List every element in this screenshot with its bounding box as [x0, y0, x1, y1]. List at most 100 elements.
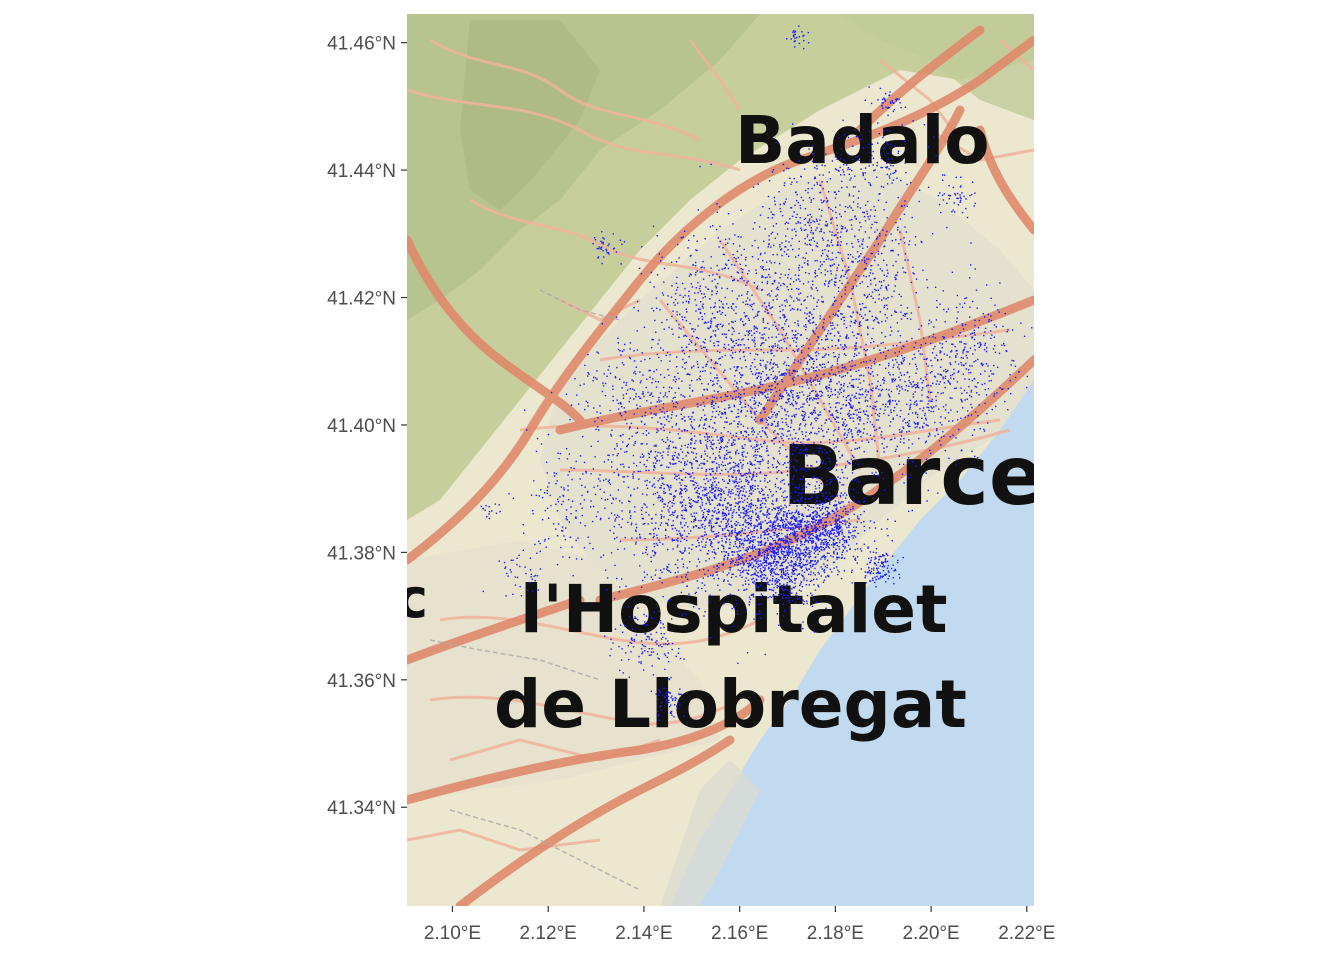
place-label-partial-west: c — [396, 567, 428, 630]
data-point — [755, 353, 757, 355]
data-point — [704, 531, 706, 533]
data-point — [797, 500, 800, 502]
data-point — [848, 361, 851, 363]
data-point — [823, 363, 826, 365]
data-point — [768, 517, 770, 519]
data-point — [665, 441, 667, 444]
data-point — [798, 513, 800, 516]
data-point — [686, 489, 688, 491]
data-point — [795, 413, 797, 416]
map-panel[interactable]: Badalo Barce l'Hospitalet de Llobregat c — [396, 14, 1045, 906]
data-point — [766, 516, 768, 518]
data-point — [774, 414, 777, 416]
data-point — [779, 393, 782, 395]
highway-ronda-dalt — [407, 35, 1034, 565]
data-point — [898, 429, 901, 431]
data-point — [792, 545, 794, 547]
data-point — [617, 489, 619, 491]
data-point — [643, 455, 645, 457]
data-point — [748, 504, 751, 506]
data-point — [802, 415, 804, 417]
data-point — [831, 510, 834, 512]
highway-coast — [595, 355, 1034, 605]
data-point — [730, 576, 733, 579]
data-point — [735, 385, 737, 388]
data-point — [689, 505, 691, 507]
data-point — [717, 535, 719, 537]
data-point — [785, 320, 787, 322]
data-point — [740, 512, 742, 514]
data-point — [857, 517, 859, 519]
data-point — [813, 379, 815, 381]
data-point — [823, 554, 825, 557]
data-point — [792, 478, 794, 481]
data-point — [840, 557, 843, 559]
data-point — [825, 524, 827, 526]
data-point — [775, 379, 777, 381]
data-point — [599, 518, 602, 521]
data-point — [800, 542, 802, 544]
data-point — [791, 523, 794, 526]
data-point — [774, 556, 776, 559]
data-point — [680, 521, 682, 523]
data-point — [782, 396, 784, 398]
data-point — [924, 412, 926, 415]
data-point — [931, 398, 933, 400]
data-point — [834, 518, 837, 520]
data-point — [740, 534, 742, 537]
data-point — [662, 543, 664, 545]
data-point — [771, 422, 773, 425]
data-point — [877, 419, 879, 421]
data-point — [700, 535, 703, 537]
data-point — [911, 358, 914, 360]
data-point — [773, 355, 775, 357]
data-point — [795, 517, 798, 519]
data-point — [771, 583, 773, 585]
data-point — [736, 416, 738, 418]
data-point — [761, 502, 764, 504]
data-point — [724, 399, 726, 402]
data-point — [697, 495, 699, 498]
data-point — [614, 564, 616, 567]
data-point — [818, 547, 820, 549]
data-point — [815, 417, 817, 419]
data-point — [740, 487, 742, 489]
data-point — [759, 569, 761, 572]
data-point — [737, 412, 739, 414]
data-point — [681, 501, 683, 503]
data-point — [741, 374, 743, 377]
data-point — [744, 521, 746, 523]
data-point — [771, 580, 774, 582]
data-point — [850, 406, 852, 409]
data-point — [691, 544, 694, 546]
data-point — [736, 603, 738, 605]
data-point — [668, 420, 670, 423]
data-point — [817, 528, 819, 531]
data-point — [807, 540, 809, 542]
data-point — [785, 573, 787, 575]
data-point — [802, 599, 804, 601]
data-point — [675, 406, 677, 408]
data-point — [814, 589, 817, 591]
data-point — [748, 542, 751, 544]
data-point — [781, 418, 783, 420]
data-point — [663, 490, 665, 493]
data-point — [864, 353, 867, 356]
data-point — [802, 403, 804, 405]
data-point — [769, 520, 771, 522]
data-point — [819, 535, 821, 537]
data-point — [851, 571, 853, 573]
data-point — [811, 521, 813, 523]
data-point — [776, 567, 778, 569]
data-point — [672, 539, 675, 541]
data-point — [775, 437, 777, 440]
data-point — [898, 376, 900, 378]
data-point — [824, 530, 827, 533]
data-point — [804, 501, 806, 504]
data-point — [879, 393, 881, 395]
data-point — [669, 431, 671, 434]
data-point — [693, 512, 695, 514]
data-point — [658, 396, 660, 399]
data-point — [707, 438, 709, 440]
data-point — [824, 422, 826, 424]
